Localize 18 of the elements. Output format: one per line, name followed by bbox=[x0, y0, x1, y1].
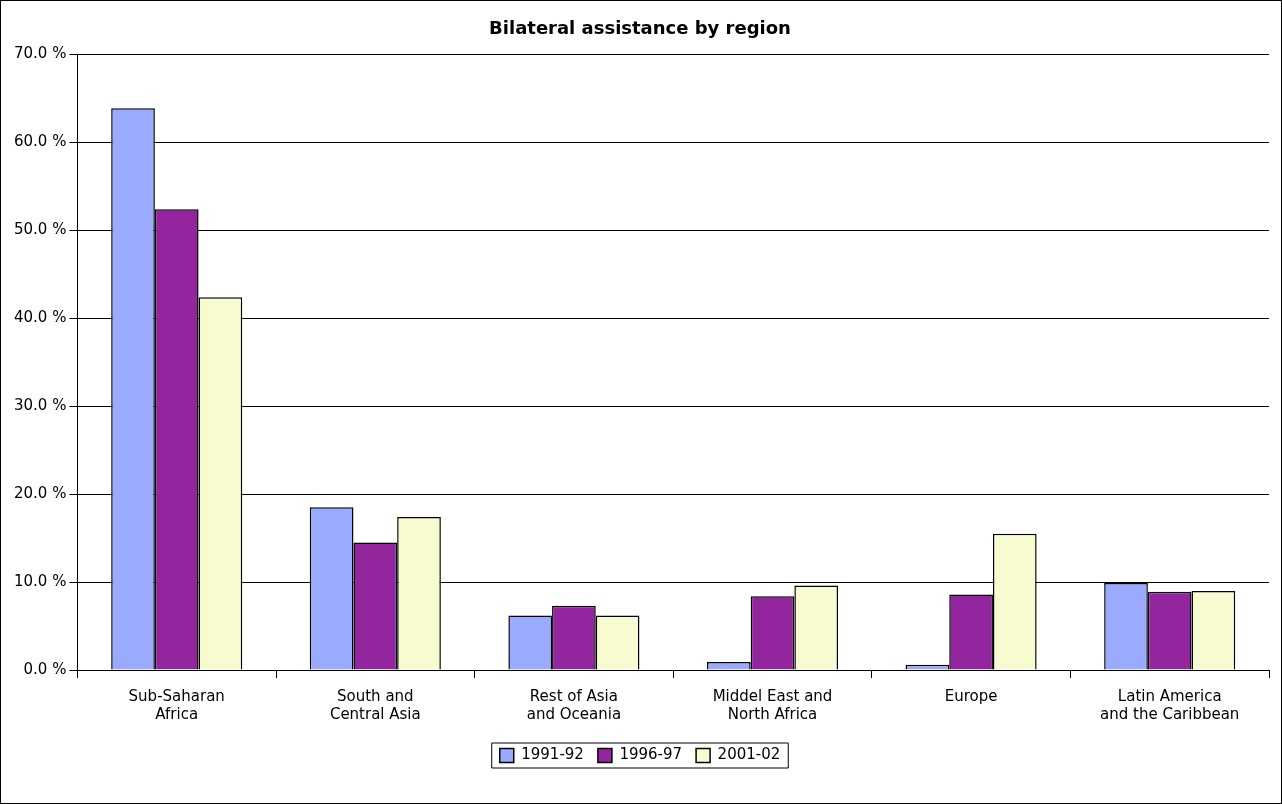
y-tick-label: 40.0 % bbox=[14, 308, 67, 327]
x-tick-label: South and Central Asia bbox=[329, 686, 421, 723]
x-tick-label: Middel East and North Africa bbox=[712, 686, 833, 723]
x-tick-label: Rest of Asia and Oceania bbox=[526, 686, 622, 723]
y-tick-label: 60.0 % bbox=[14, 132, 67, 151]
chart-title: Bilateral assistance by region bbox=[489, 17, 791, 39]
x-tick-label: Europe bbox=[944, 686, 998, 705]
legend-label: 2001-02 bbox=[717, 745, 781, 764]
y-tick-label: 10.0 % bbox=[14, 571, 67, 590]
legend-label: 1996-97 bbox=[619, 745, 683, 764]
y-tick-label: 0.0 % bbox=[23, 659, 67, 678]
legend-label: 1991-92 bbox=[521, 745, 584, 764]
x-tick-label: Sub-Saharan Africa bbox=[128, 686, 225, 723]
y-tick-label: 30.0 % bbox=[14, 396, 67, 415]
y-tick-label: 50.0 % bbox=[14, 220, 67, 239]
x-tick-label: Latin America and the Caribbean bbox=[1100, 686, 1240, 723]
y-tick-label: 70.0 % bbox=[14, 44, 67, 63]
y-tick-label: 20.0 % bbox=[14, 484, 67, 503]
